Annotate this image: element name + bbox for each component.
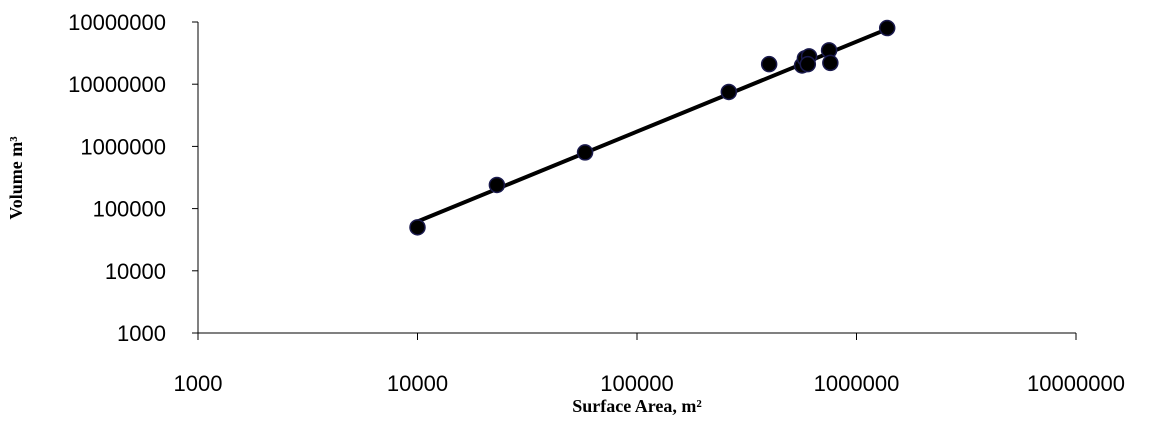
x-tick-label: 10000000 [1027,371,1125,396]
data-point [799,55,817,73]
x-axis-title: Surface Area, m² [572,396,702,416]
y-tick-label: 10000 [105,259,166,284]
x-tick-label: 1000000 [814,371,900,396]
y-tick-label: 1000 [117,321,166,346]
data-point [409,219,426,236]
y-tick-label: 100000 [93,197,166,222]
y-tick-label: 10000000 [68,72,166,97]
data-point [488,176,506,194]
data-point [878,19,896,37]
data-point [720,83,738,101]
y-axis-title: Volume m³ [6,136,26,220]
data-point [822,54,839,72]
y-tick-label: 1000000 [80,134,166,159]
x-tick-label: 10000 [387,371,448,396]
x-tick-label: 100000 [600,371,673,396]
data-point [576,144,594,161]
y-tick-label: 10000000 [68,10,166,35]
x-tick-label: 1000 [174,371,223,396]
data-point [760,55,778,73]
